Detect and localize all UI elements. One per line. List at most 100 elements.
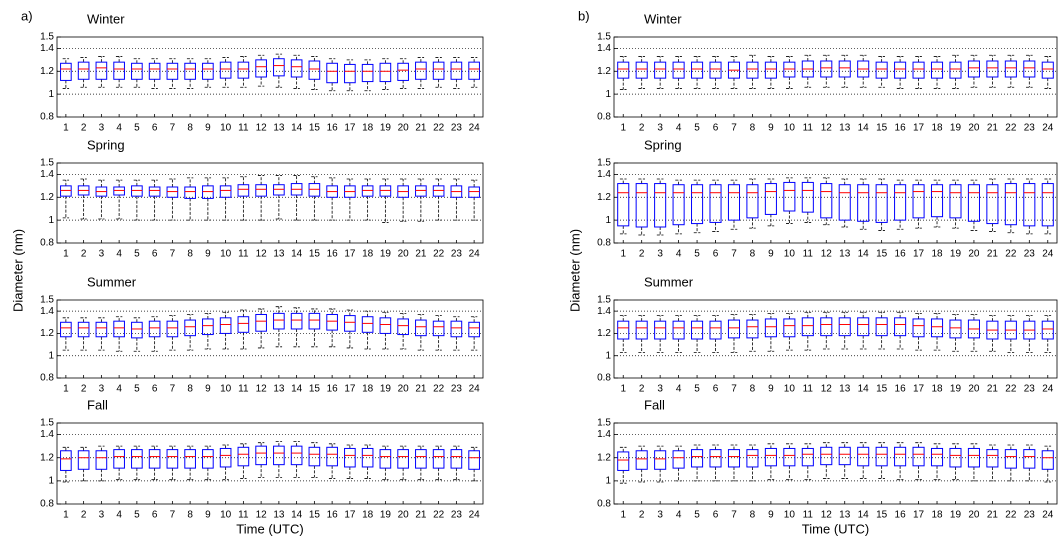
whisker-high bbox=[767, 312, 775, 319]
x-tick-label: 11 bbox=[803, 384, 814, 395]
whisker-high bbox=[822, 442, 830, 448]
x-tick-label: 8 bbox=[750, 249, 756, 260]
whisker-low bbox=[822, 464, 830, 479]
box bbox=[131, 321, 143, 339]
x-tick-label: 23 bbox=[1024, 510, 1036, 521]
y-tick-label: 1.4 bbox=[597, 43, 611, 54]
whisker-high bbox=[328, 177, 336, 186]
x-tick-label: 17 bbox=[344, 510, 356, 521]
x-tick-label: 18 bbox=[931, 123, 943, 134]
box bbox=[95, 450, 108, 470]
whisker-high bbox=[1044, 178, 1052, 184]
whisker-high bbox=[693, 56, 701, 63]
x-tick-label: 21 bbox=[415, 123, 427, 134]
whisker-high bbox=[952, 443, 959, 449]
whisker-low bbox=[767, 336, 775, 352]
y-tick-label: 1.2 bbox=[597, 66, 611, 77]
whisker-high bbox=[240, 443, 247, 448]
x-tick-label: 9 bbox=[768, 123, 774, 134]
x-tick-label: 19 bbox=[380, 249, 392, 260]
box bbox=[326, 62, 338, 84]
x-tick-label: 11 bbox=[238, 249, 249, 260]
box bbox=[237, 316, 250, 333]
x-tick-label: 6 bbox=[152, 249, 158, 260]
box bbox=[237, 184, 250, 197]
box bbox=[290, 59, 303, 78]
whisker-high bbox=[257, 442, 265, 447]
box bbox=[344, 447, 356, 468]
x-tick-label: 11 bbox=[238, 123, 249, 134]
whisker-low bbox=[169, 79, 176, 89]
whisker-low bbox=[933, 216, 941, 228]
whisker-low bbox=[933, 465, 941, 481]
panel-title: Winter bbox=[87, 11, 125, 26]
whisker-high bbox=[822, 177, 830, 184]
whisker-high bbox=[730, 179, 738, 185]
box bbox=[930, 447, 944, 467]
box bbox=[219, 61, 232, 79]
whisker-low bbox=[98, 79, 105, 88]
x-tick-label: 3 bbox=[657, 510, 663, 521]
box bbox=[450, 61, 463, 80]
whisker-high bbox=[453, 316, 460, 322]
box bbox=[617, 320, 630, 340]
whisker-low bbox=[749, 78, 756, 89]
whisker-low bbox=[859, 465, 867, 479]
whisker-high bbox=[841, 54, 849, 61]
box bbox=[308, 312, 321, 330]
x-tick-label: 20 bbox=[968, 384, 980, 395]
x-tick-label: 23 bbox=[451, 249, 463, 260]
whisker-high bbox=[115, 316, 123, 322]
y-tick-label: 1.4 bbox=[40, 43, 54, 54]
box bbox=[949, 319, 962, 339]
box bbox=[184, 186, 196, 199]
whisker-high bbox=[382, 178, 389, 186]
whisker-high bbox=[275, 306, 283, 314]
whisker-low bbox=[240, 332, 247, 350]
box bbox=[468, 450, 480, 470]
x-tick-label: 17 bbox=[913, 510, 925, 521]
x-tick-label: 15 bbox=[876, 510, 888, 521]
whisker-high bbox=[151, 316, 158, 322]
box bbox=[450, 320, 463, 338]
whisker-high bbox=[730, 444, 738, 450]
whisker-low bbox=[804, 335, 812, 351]
x-tick-label: 14 bbox=[291, 249, 303, 260]
x-tick-label: 7 bbox=[170, 510, 176, 521]
whisker-high bbox=[675, 56, 682, 63]
whisker-low bbox=[859, 335, 867, 350]
box bbox=[361, 63, 374, 83]
x-tick-label: 2 bbox=[639, 510, 645, 521]
axes-frame bbox=[613, 162, 1058, 244]
box bbox=[397, 449, 409, 469]
whisker-high bbox=[970, 179, 978, 185]
x-tick-label: 17 bbox=[344, 384, 356, 395]
whisker-high bbox=[257, 54, 265, 60]
x-tick-label: 21 bbox=[415, 384, 427, 395]
box bbox=[148, 62, 161, 80]
y-tick-label: 1.5 bbox=[597, 32, 611, 43]
whisker-high bbox=[933, 443, 941, 449]
whisker-low bbox=[346, 197, 354, 221]
x-tick-label: 9 bbox=[768, 384, 774, 395]
x-tick-label: 1 bbox=[620, 510, 626, 521]
whisker-low bbox=[417, 335, 425, 351]
whisker-low bbox=[186, 468, 194, 481]
whisker-low bbox=[1044, 469, 1052, 483]
box bbox=[113, 186, 125, 196]
whisker-high bbox=[915, 312, 922, 319]
x-tick-label: 18 bbox=[362, 510, 374, 521]
x-tick-label: 6 bbox=[152, 384, 158, 395]
whisker-high bbox=[656, 315, 664, 322]
box bbox=[379, 449, 392, 469]
y-tick-label: 1.2 bbox=[40, 192, 54, 203]
box bbox=[746, 184, 759, 219]
whisker-low bbox=[311, 196, 318, 221]
whisker-low bbox=[133, 337, 141, 352]
whisker-high bbox=[619, 446, 627, 452]
panel-label: b) bbox=[578, 8, 590, 23]
box bbox=[202, 62, 214, 80]
whisker-high bbox=[417, 314, 425, 321]
x-tick-label: 1 bbox=[620, 249, 626, 260]
whisker-low bbox=[896, 335, 904, 350]
